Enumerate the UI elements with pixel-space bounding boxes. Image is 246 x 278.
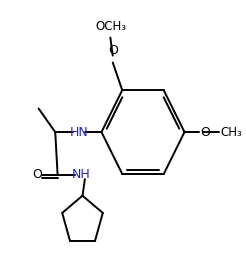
Text: O: O	[108, 44, 118, 57]
Text: OCH₃: OCH₃	[95, 21, 126, 33]
Text: NH: NH	[72, 168, 91, 182]
Text: O: O	[200, 126, 210, 139]
Text: CH₃: CH₃	[220, 126, 242, 139]
Text: O: O	[32, 168, 42, 182]
Text: HN: HN	[70, 126, 88, 139]
